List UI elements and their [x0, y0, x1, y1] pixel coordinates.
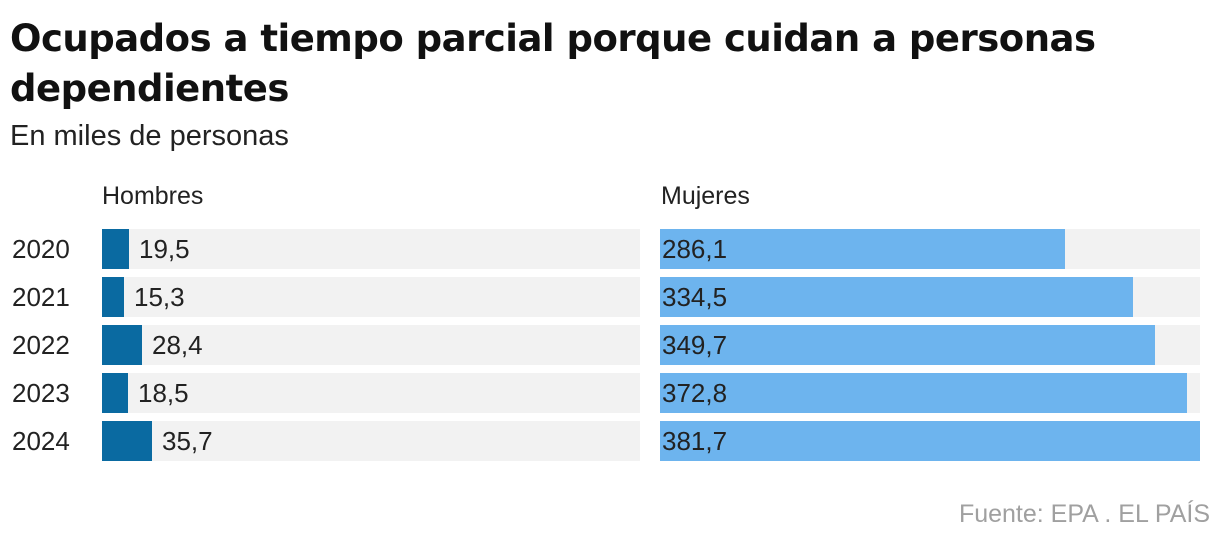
panel-label-mujeres: Mujeres — [661, 182, 750, 210]
panel-label-hombres: Hombres — [102, 182, 204, 210]
bar-track-mujeres-2024: 381,7 — [660, 421, 1200, 461]
bar-track-hombres-2022: 28,4 — [102, 325, 640, 365]
chart-subtitle: En miles de personas — [10, 120, 289, 152]
year-label-2024: 2024 — [12, 426, 70, 456]
year-label-2023: 2023 — [12, 378, 70, 408]
bar-track-hombres-2021: 15,3 — [102, 277, 640, 317]
bar-mujeres-2022 — [660, 325, 1155, 365]
value-label-hombres-2021: 15,3 — [134, 282, 185, 312]
bar-track-mujeres-2021: 334,5 — [660, 277, 1200, 317]
bar-hombres-2024 — [102, 421, 152, 461]
bar-mujeres-2020 — [660, 229, 1065, 269]
year-label-2020: 2020 — [12, 234, 70, 264]
bar-hombres-2022 — [102, 325, 142, 365]
bar-mujeres-2023 — [660, 373, 1187, 413]
value-label-mujeres-2022: 349,7 — [662, 330, 728, 360]
bar-mujeres-2024 — [660, 421, 1200, 461]
bar-hombres-2021 — [102, 277, 124, 317]
bar-track-hombres-2024: 35,7 — [102, 421, 640, 461]
chart-title: Ocupados a tiempo parcial porque cuidan … — [10, 17, 1096, 110]
bar-track-mujeres-2022: 349,7 — [660, 325, 1200, 365]
year-label-2022: 2022 — [12, 330, 70, 360]
year-label-2021: 2021 — [12, 282, 70, 312]
bar-hombres-2020 — [102, 229, 129, 269]
bar-hombres-2023 — [102, 373, 128, 413]
value-label-hombres-2020: 19,5 — [139, 234, 190, 264]
value-label-mujeres-2024: 381,7 — [662, 426, 728, 456]
bar-track-mujeres-2023: 372,8 — [660, 373, 1200, 413]
bar-track-mujeres-2020: 286,1 — [660, 229, 1200, 269]
value-label-hombres-2022: 28,4 — [152, 330, 203, 360]
source-note: Fuente: EPA . EL PAÍS — [958, 500, 1210, 528]
value-label-mujeres-2021: 334,5 — [662, 282, 728, 312]
value-label-hombres-2024: 35,7 — [162, 426, 213, 456]
bar-track-hombres-2020: 19,5 — [102, 229, 640, 269]
bar-mujeres-2021 — [660, 277, 1133, 317]
bar-track-hombres-2023: 18,5 — [102, 373, 640, 413]
value-label-hombres-2023: 18,5 — [138, 378, 189, 408]
value-label-mujeres-2023: 372,8 — [662, 378, 728, 408]
value-label-mujeres-2020: 286,1 — [662, 234, 728, 264]
